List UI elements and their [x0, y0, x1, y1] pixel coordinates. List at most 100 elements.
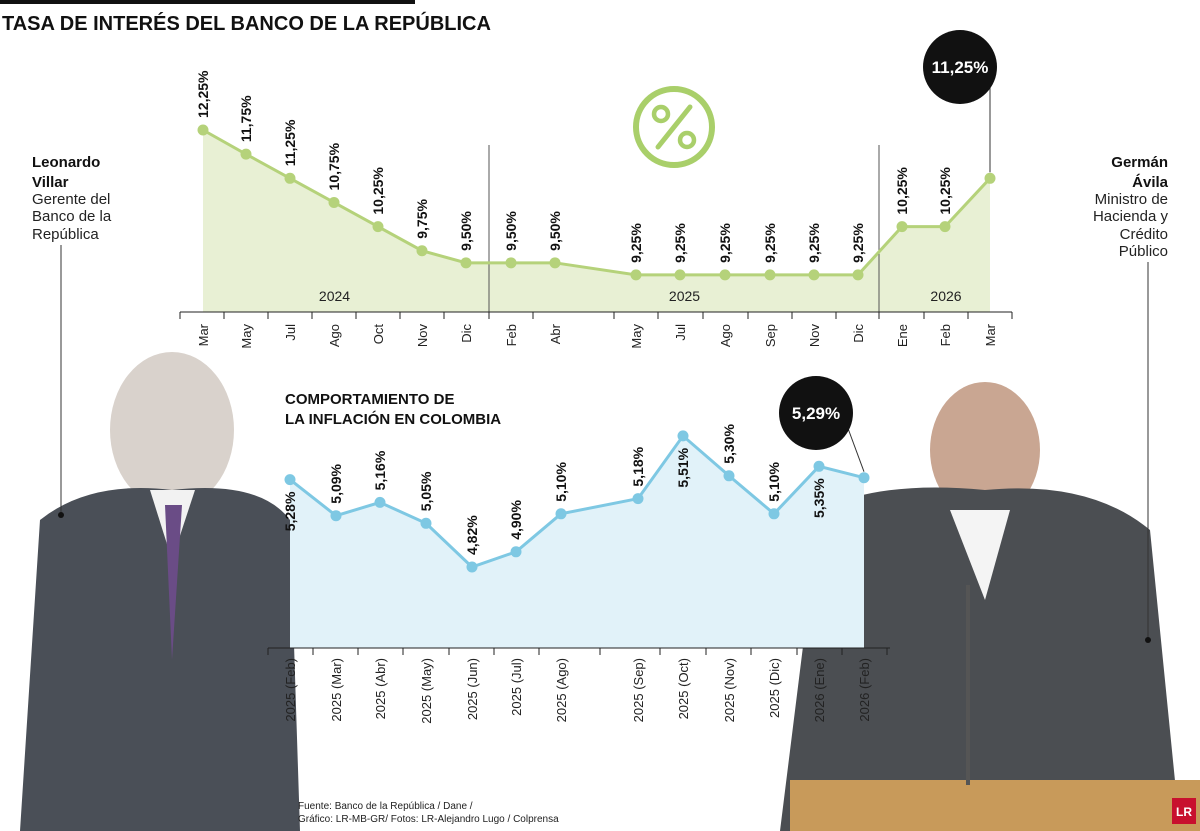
page-title: TASA DE INTERÉS DEL BANCO DE LA REPÚBLIC…: [2, 11, 491, 35]
rate-category-label: Ago: [327, 324, 342, 347]
inflation-category-label: 2025 (Ago): [554, 658, 569, 722]
rate-area: [203, 130, 990, 312]
rate-year-label: 2026: [930, 288, 961, 304]
rate-category-label: Abr: [548, 323, 563, 344]
rate-category-label: Nov: [415, 324, 430, 348]
person-left-annotation: Leonardo Villar Gerente del Banco de la …: [32, 154, 112, 518]
rate-point: [372, 221, 384, 233]
svg-text:Villar: Villar: [32, 174, 69, 191]
rate-value-label: 11,75%: [238, 95, 254, 142]
inflation-value-label: 5,10%: [766, 462, 782, 502]
inflation-title-line1: COMPORTAMIENTO DE: [285, 391, 454, 408]
inflation-highlight-badge: [779, 376, 853, 450]
rate-category-label: May: [239, 324, 254, 349]
inflation-point: [420, 517, 432, 529]
svg-text:Hacienda y: Hacienda y: [1093, 208, 1169, 225]
rate-point: [460, 257, 472, 269]
rate-point: [808, 269, 820, 281]
title-bar: [0, 0, 415, 4]
rate-value-label: 9,25%: [762, 223, 778, 263]
rate-point: [197, 124, 209, 136]
inflation-point: [330, 510, 342, 522]
inflation-category-label: 2025 (Nov): [722, 658, 737, 722]
rate-value-label: 9,50%: [547, 211, 563, 251]
svg-text:Leonardo: Leonardo: [32, 154, 100, 171]
inflation-point: [374, 496, 386, 508]
rate-category-label: Dic: [851, 324, 866, 343]
rate-point: [284, 172, 296, 184]
inflation-point: [768, 508, 780, 520]
inflation-point: [510, 546, 522, 558]
rate-year-label: 2024: [319, 288, 350, 304]
rate-category-label: May: [629, 324, 644, 349]
rate-category-label: Sep: [763, 324, 778, 347]
rate-value-label: 9,50%: [503, 211, 519, 251]
inflation-point: [555, 508, 567, 520]
inflation-value-label: 5,30%: [721, 424, 737, 464]
inflation-value-label: 5,28%: [282, 491, 298, 531]
rate-point: [240, 148, 252, 160]
rate-point: [939, 221, 951, 233]
inflation-category-label: 2025 (Feb): [283, 658, 298, 722]
interest-rate-chart: 12,25% 11,75% 11,25% 10,75% 10,25% 9,75% 9,50%…: [179, 30, 1013, 349]
rate-category-label: Jul: [673, 324, 688, 341]
inflation-category-label: 2025 (May): [419, 658, 434, 724]
svg-text:Banco de la: Banco de la: [32, 208, 112, 225]
rate-value-label: 9,25%: [806, 223, 822, 263]
svg-text:LR: LR: [1176, 805, 1192, 819]
rate-value-label: 9,25%: [717, 223, 733, 263]
percent-icon: [633, 86, 715, 168]
svg-text:Ávila: Ávila: [1132, 174, 1169, 191]
rate-category-label: Mar: [196, 323, 211, 346]
lr-logo: LR: [1172, 798, 1196, 824]
inflation-category-label: 2025 (Jul): [509, 658, 524, 716]
photo-german-avila: [780, 382, 1200, 831]
inflation-value-label: 5,35%: [811, 478, 827, 518]
rate-point: [984, 172, 996, 184]
rate-category-label: Dic: [459, 324, 474, 343]
rate-value-label: 10,25%: [937, 167, 953, 215]
rate-value-label: 11,25%: [282, 119, 298, 166]
inflation-area: [290, 435, 864, 648]
svg-text:Público: Público: [1119, 243, 1168, 260]
year-dividers: [488, 145, 880, 312]
inflation-point: [677, 430, 689, 442]
rate-point: [328, 196, 340, 208]
inflation-point: [466, 561, 478, 573]
inflation-category-label: 2025 (Abr): [373, 658, 388, 719]
inflation-value-label: 5,05%: [418, 471, 434, 511]
inflation-value-label: 5,51%: [675, 447, 691, 487]
rate-value-label: 9,75%: [414, 199, 430, 239]
inflation-point: [284, 474, 296, 486]
rate-point: [674, 269, 686, 281]
rate-category-label: Jul: [283, 324, 298, 341]
inflation-highlight-label: 5,29%: [792, 404, 840, 423]
svg-text:Crédito: Crédito: [1120, 226, 1168, 243]
rate-category-label: Mar: [983, 323, 998, 346]
rate-point: [416, 245, 428, 257]
rate-value-label: 9,25%: [628, 223, 644, 263]
inflation-value-label: 4,82%: [464, 515, 480, 555]
inflation-category-label: 2025 (Sep): [631, 658, 646, 722]
inflation-category-label: 2025 (Mar): [329, 658, 344, 722]
inflation-value-label: 5,10%: [553, 462, 569, 502]
rate-point: [505, 257, 517, 269]
svg-text:República: República: [32, 226, 99, 243]
rate-year-label: 2025: [669, 288, 700, 304]
rate-point: [630, 269, 642, 281]
rate-point: [896, 221, 908, 233]
rate-value-label: 12,25%: [195, 70, 211, 118]
rate-highlight-badge: [923, 30, 997, 104]
rate-category-label: Ago: [718, 324, 733, 347]
svg-text:Ministro de: Ministro de: [1095, 191, 1168, 208]
inflation-category-label: 2025 (Oct): [676, 658, 691, 719]
inflation-value-label: 4,90%: [508, 500, 524, 540]
source-line2: Gráfico: LR-MB-GR/ Fotos: LR-Alejandro L…: [298, 814, 559, 825]
source-line1: Fuente: Banco de la República / Dane /: [298, 801, 473, 812]
inflation-value-label: 5,16%: [372, 450, 388, 490]
inflation-value-label: 5,09%: [328, 463, 344, 503]
rate-line: [202, 128, 992, 277]
rate-category-label: Ene: [895, 324, 910, 347]
svg-text:Germán: Germán: [1111, 154, 1168, 171]
